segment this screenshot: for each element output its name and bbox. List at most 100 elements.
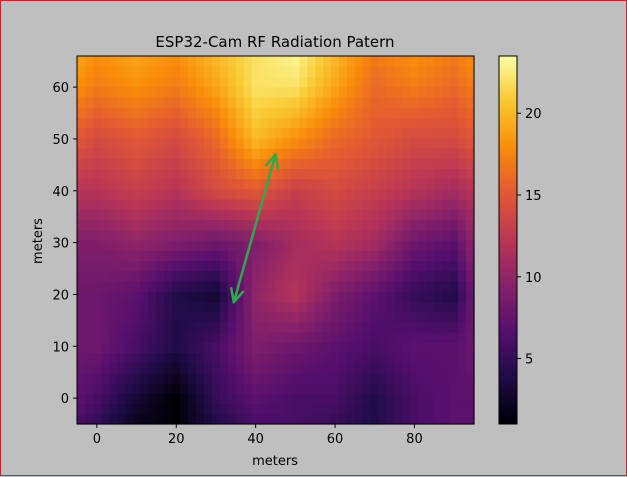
- heatmap-cell: [251, 413, 261, 425]
- heatmap-cell: [426, 107, 435, 118]
- heatmap-cell: [156, 168, 165, 180]
- heatmap-cell: [442, 332, 451, 343]
- heatmap-cell: [346, 178, 356, 190]
- arrow-head: [274, 153, 280, 170]
- heatmap-cell: [124, 413, 134, 425]
- heatmap-cell: [442, 188, 451, 200]
- heatmap-cell: [172, 362, 181, 374]
- heatmap-cell: [331, 107, 340, 118]
- y-tick-label: 20: [52, 288, 69, 303]
- heatmap-cell: [315, 383, 324, 394]
- heatmap-cell: [354, 321, 364, 333]
- heatmap-cell: [116, 372, 126, 384]
- heatmap-cell: [315, 219, 324, 231]
- heatmap-cell: [267, 148, 277, 159]
- heatmap-cell: [204, 209, 213, 221]
- heatmap-cell: [410, 96, 420, 108]
- heatmap-cell: [426, 383, 435, 394]
- heatmap-cell: [291, 96, 300, 108]
- heatmap-cell: [251, 158, 261, 170]
- heatmap-cell: [362, 188, 372, 200]
- heatmap-cell: [243, 107, 253, 118]
- heatmap-cell: [164, 168, 173, 180]
- heatmap-cell: [148, 86, 157, 98]
- heatmap-cell: [275, 291, 285, 302]
- heatmap-cell: [307, 127, 316, 139]
- heatmap-cell: [164, 321, 173, 333]
- heatmap-cell: [188, 127, 197, 139]
- heatmap-cell: [339, 56, 348, 67]
- heatmap-cell: [124, 240, 134, 251]
- heatmap-cell: [92, 291, 102, 302]
- heatmap-cell: [259, 158, 269, 170]
- heatmap-cell: [370, 56, 380, 67]
- heatmap-cell: [140, 413, 150, 425]
- heatmap-cell: [402, 148, 412, 159]
- heatmap-cell: [354, 158, 364, 170]
- heatmap-cell: [410, 280, 420, 292]
- heatmap-cell: [458, 178, 467, 190]
- heatmap-cell: [227, 229, 237, 241]
- heatmap-cell: [346, 270, 356, 282]
- heatmap-cell: [172, 56, 181, 67]
- heatmap-cell: [188, 137, 197, 149]
- heatmap-cell: [188, 311, 197, 323]
- heatmap-cell: [434, 352, 443, 364]
- heatmap-cell: [140, 321, 150, 333]
- heatmap-cell: [251, 352, 261, 364]
- heatmap-cell: [378, 260, 388, 272]
- heatmap-cell: [196, 209, 205, 221]
- heatmap-cell: [148, 209, 157, 221]
- heatmap-cell: [188, 209, 197, 221]
- heatmap-cell: [235, 240, 245, 251]
- heatmap-cell: [402, 321, 412, 333]
- heatmap-cell: [92, 301, 102, 313]
- heatmap-cell: [84, 137, 94, 149]
- heatmap-cell: [331, 372, 340, 384]
- heatmap-cell: [235, 301, 245, 313]
- heatmap-cell: [116, 178, 126, 190]
- heatmap-cell: [386, 301, 396, 313]
- heatmap-cell: [331, 240, 340, 251]
- heatmap-cell: [251, 403, 261, 415]
- heatmap-cell: [410, 209, 420, 221]
- heatmap-cell: [92, 332, 102, 343]
- heatmap-cell: [132, 362, 142, 374]
- heatmap-cell: [450, 178, 459, 190]
- heatmap-cell: [402, 117, 412, 129]
- heatmap-cell: [116, 270, 126, 282]
- heatmap-cell: [458, 86, 467, 98]
- heatmap-cell: [434, 321, 443, 333]
- heatmap-cell: [466, 240, 475, 251]
- heatmap-cell: [466, 229, 475, 241]
- heatmap-cell: [251, 86, 261, 98]
- heatmap-cell: [92, 260, 102, 272]
- heatmap-cell: [92, 413, 102, 425]
- heatmap-cell: [180, 137, 189, 149]
- heatmap-cell: [219, 96, 229, 108]
- heatmap-cell: [251, 117, 261, 129]
- heatmap-cell: [442, 117, 451, 129]
- heatmap-cell: [100, 56, 110, 67]
- heatmap-cell: [172, 209, 181, 221]
- heatmap-cell: [354, 178, 364, 190]
- heatmap-cell: [323, 291, 332, 302]
- heatmap-cell: [259, 127, 269, 139]
- heatmap-cell: [458, 352, 467, 364]
- heatmap-cell: [259, 178, 269, 190]
- heatmap-cell: [116, 148, 126, 159]
- heatmap-cell: [434, 393, 443, 405]
- heatmap-cell: [418, 178, 427, 190]
- heatmap-cell: [84, 393, 94, 405]
- heatmap-cell: [339, 107, 348, 118]
- heatmap-cell: [291, 280, 300, 292]
- heatmap-cell: [378, 188, 388, 200]
- heatmap-cell: [132, 148, 142, 159]
- heatmap-cell: [323, 311, 332, 323]
- heatmap-cell: [410, 403, 420, 415]
- heatmap-cell: [172, 311, 181, 323]
- heatmap-cell: [140, 199, 150, 210]
- heatmap-cell: [354, 260, 364, 272]
- heatmap-cell: [211, 280, 221, 292]
- heatmap-cell: [84, 250, 94, 262]
